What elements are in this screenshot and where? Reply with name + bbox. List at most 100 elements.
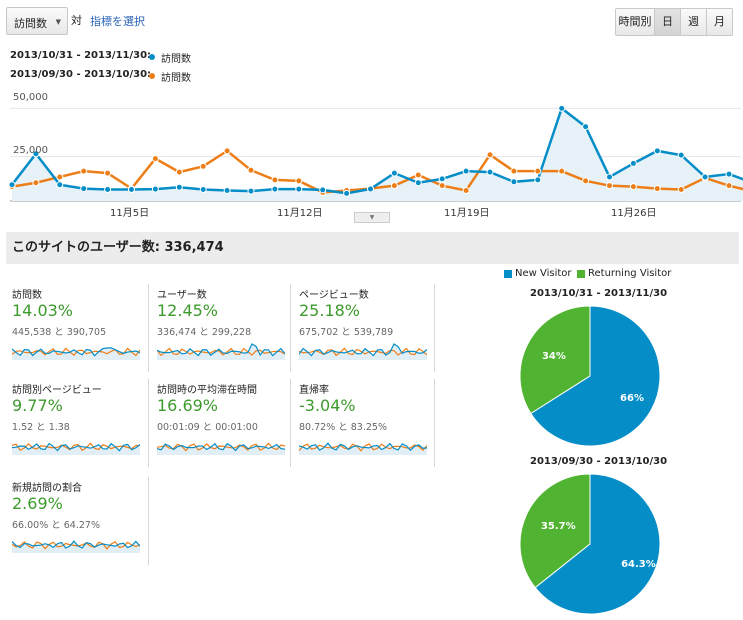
data-point-previous (295, 177, 303, 185)
data-point-previous (175, 168, 183, 176)
data-point-current (677, 151, 685, 159)
granularity-hour-button[interactable]: 時間別 (615, 8, 655, 36)
data-point-current (175, 183, 183, 191)
data-point-previous (151, 155, 159, 163)
sparkline (12, 347, 140, 360)
sparkline-previous (12, 347, 140, 357)
previous-series-label: 訪問数 (161, 73, 191, 84)
data-point-previous (271, 176, 279, 184)
current-series-dot-icon (149, 54, 155, 60)
granularity-month-button[interactable]: 月 (706, 8, 733, 36)
granularity-week-button[interactable]: 週 (680, 8, 707, 36)
sparkline-previous (157, 442, 285, 452)
metric-select[interactable]: 訪問数 ▼ (6, 7, 68, 35)
metric-card-users[interactable]: ユーザー数 12.45% 336,474 と 299,228 (151, 282, 293, 374)
data-point-current (606, 173, 613, 181)
data-point-previous (606, 182, 613, 190)
data-point-previous (653, 185, 661, 193)
data-point-current (32, 150, 40, 158)
metric-card-new-visit-ratio[interactable]: 新規訪問の割合 2.69% 66.00% と 64.27% (6, 475, 148, 567)
data-point-current (199, 186, 207, 194)
divider (290, 379, 291, 467)
data-point-previous (677, 186, 685, 194)
data-point-current (558, 104, 566, 112)
sparkline-area (12, 347, 140, 360)
metric-change: 9.77% (12, 396, 63, 415)
metric-compare: 66.00% と 64.27% (12, 520, 100, 531)
sparkline-previous (299, 443, 427, 452)
previous-series-dot-icon (149, 73, 155, 79)
sparkline (157, 442, 285, 455)
divider (148, 379, 149, 467)
series-line-previous (11, 149, 743, 194)
y-tick-50000: 50,000 (13, 92, 48, 103)
metric-name: 訪問時の平均滞在時間 (157, 385, 257, 396)
data-point-current (438, 175, 446, 183)
metric-compare: 675,702 と 539,789 (299, 327, 394, 338)
metric-compare: 1.52 と 1.38 (12, 422, 70, 433)
data-point-previous (629, 183, 637, 191)
metric-card-bounce-rate[interactable]: 直帰率 -3.04% 80.72% と 83.25% (293, 377, 435, 469)
metric-card-pages-per-visit[interactable]: 訪問別ページビュー 9.77% 1.52 と 1.38 (6, 377, 148, 469)
sparkline (12, 442, 140, 455)
data-point-previous (725, 182, 733, 190)
metric-compare: 00:01:09 と 00:01:00 (157, 422, 258, 433)
data-point-current (629, 159, 637, 167)
pie-label-new: 66% (620, 393, 644, 404)
x-tick-nov12: 11月12日 (277, 208, 323, 219)
data-point-previous (534, 167, 542, 175)
data-point-current (653, 147, 661, 155)
metric-name: 訪問数 (12, 290, 42, 301)
current-series-label: 訪問数 (161, 54, 191, 65)
data-point-current (56, 181, 64, 189)
metric-card-pageviews[interactable]: ページビュー数 25.18% 675,702 と 539,789 (293, 282, 435, 374)
sparkline-current (157, 343, 285, 357)
select-metric-link[interactable]: 指標を選択 (90, 15, 145, 28)
sparkline (157, 343, 285, 360)
metric-select-value: 訪問数 (14, 17, 47, 30)
metric-name: 直帰率 (299, 385, 329, 396)
data-point-previous (414, 171, 422, 179)
sparkline (12, 540, 140, 553)
metric-change: 16.69% (157, 396, 219, 415)
metric-compare: 336,474 と 299,228 (157, 327, 252, 338)
metric-compare: 80.72% と 83.25% (299, 422, 387, 433)
metric-change: -3.04% (299, 396, 356, 415)
metric-name: ページビュー数 (299, 290, 369, 301)
data-point-previous (582, 177, 590, 185)
y-tick-25000: 25,000 (13, 145, 48, 156)
returning-visitor-swatch-icon (577, 270, 585, 278)
data-point-previous (104, 169, 112, 177)
chart-resize-handle[interactable]: ▼ (354, 212, 390, 223)
previous-range-label: 2013/09/30 - 2013/10/30: (10, 69, 152, 80)
data-point-previous (558, 167, 566, 175)
sparkline-current (12, 442, 140, 452)
new-visitor-legend: New Visitor (515, 268, 572, 279)
vs-label: 対 (71, 14, 82, 27)
summary-banner: このサイトのユーザー数: 336,474 (6, 232, 739, 264)
data-point-current (295, 185, 303, 193)
pie-slice-returning-visitor (519, 473, 591, 589)
pie-title-current: 2013/10/31 - 2013/11/30 (530, 288, 668, 299)
metric-card-avg-duration[interactable]: 訪問時の平均滞在時間 16.69% 00:01:09 と 00:01:00 (151, 377, 293, 469)
data-point-current (247, 187, 255, 195)
series-line-current (11, 106, 743, 195)
sparkline (299, 343, 427, 360)
pie-slice-new-visitor (534, 473, 661, 615)
sparkline-current (299, 343, 427, 357)
metric-card-visits[interactable]: 訪問数 14.03% 445,538 と 390,705 (6, 282, 148, 374)
granularity-day-button[interactable]: 日 (654, 8, 681, 36)
pie-label-returning: 35.7% (541, 521, 576, 532)
x-tick-nov19: 11月19日 (444, 208, 490, 219)
data-point-current (390, 169, 398, 177)
divider (148, 284, 149, 372)
data-point-current (271, 185, 279, 193)
data-point-current (151, 185, 159, 193)
pie-title-previous: 2013/09/30 - 2013/10/30 (530, 456, 668, 467)
data-point-current (462, 167, 470, 175)
sparkline-current (12, 540, 140, 549)
sparkline-previous (12, 541, 140, 550)
data-point-previous (199, 162, 207, 170)
data-point-previous (390, 182, 398, 190)
divider (290, 284, 291, 372)
